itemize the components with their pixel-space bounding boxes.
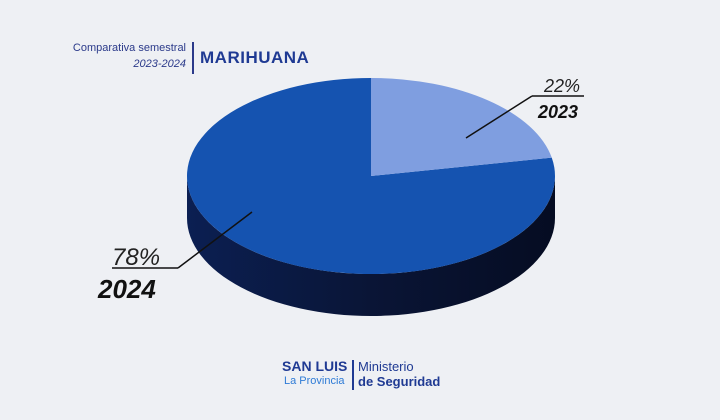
header-divider xyxy=(192,42,194,74)
org-subtitle: La Provincia xyxy=(284,375,345,387)
ministry-line1: Ministerio xyxy=(358,359,414,374)
pie-slice-2023 xyxy=(371,78,552,176)
pie-side-wall xyxy=(187,176,555,316)
org-name: SAN LUIS xyxy=(282,358,348,374)
footer-divider xyxy=(352,360,354,390)
slice-label-2023: 2023 xyxy=(537,102,578,122)
slice-percent-2023: 22% xyxy=(543,76,580,96)
leader-line-2023 xyxy=(465,95,533,139)
leader-line-2024 xyxy=(177,211,253,269)
chart-title: MARIHUANA xyxy=(200,48,310,67)
slice-label-2024: 2024 xyxy=(97,274,156,304)
slice-percent-2024: 78% xyxy=(112,244,160,271)
header-subtitle-line1: Comparativa semestral xyxy=(72,42,186,54)
ministry-line2: de Seguridad xyxy=(358,374,441,389)
header-subtitle-line2: 2023-2024 xyxy=(133,58,186,70)
